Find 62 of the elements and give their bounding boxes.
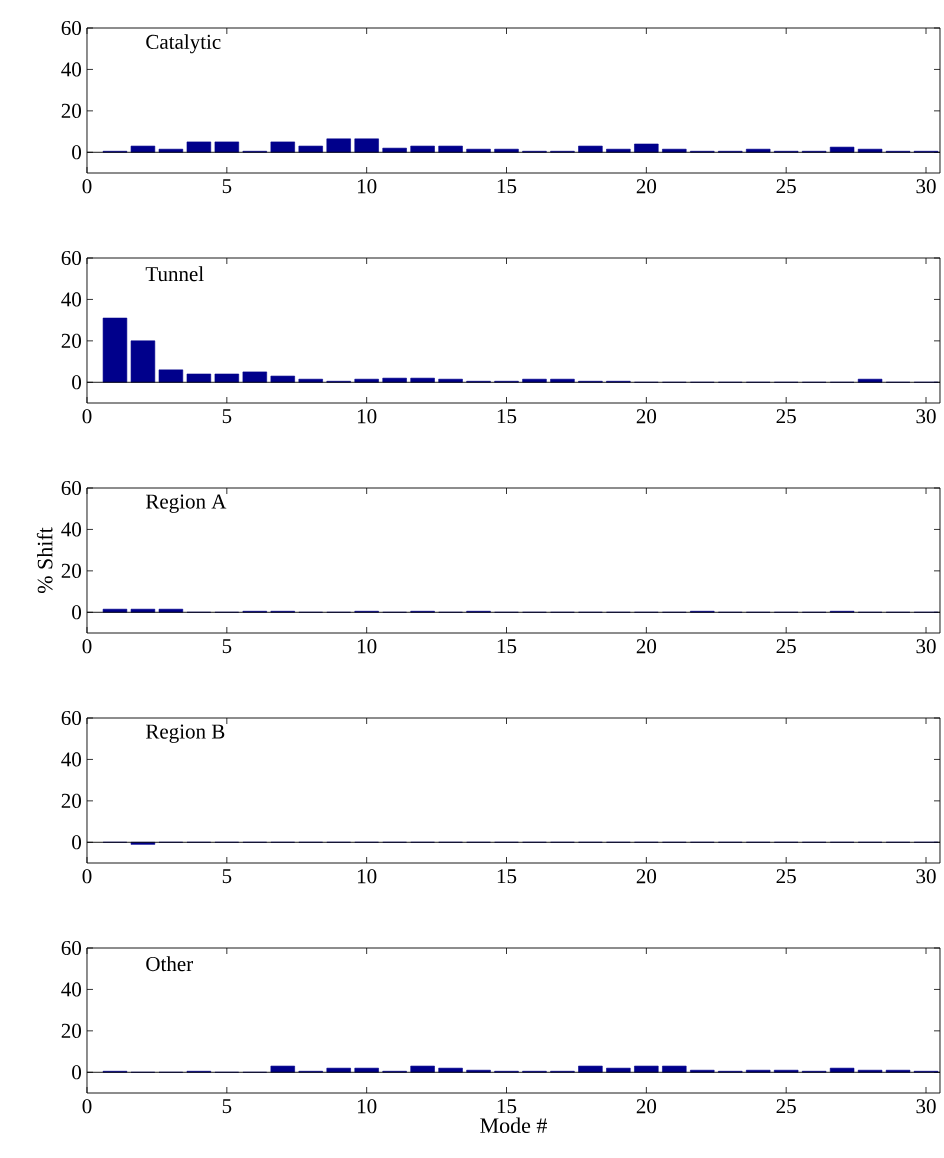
y-tick-label: 40 — [61, 62, 82, 77]
x-tick-label: 0 — [82, 179, 92, 194]
x-tick-label: 5 — [222, 639, 232, 654]
y-tick-label: 60 — [61, 710, 82, 726]
y-tick-label: 20 — [61, 793, 82, 808]
y-tick-label: 20 — [61, 1023, 82, 1038]
x-tick-label: 5 — [222, 409, 232, 424]
chart-title: Tunnel — [145, 266, 204, 282]
y-tick-label: 60 — [61, 250, 82, 266]
x-tick-label: 10 — [358, 869, 377, 884]
y-tick-label: 20 — [61, 103, 82, 118]
chart-title: Region A — [145, 494, 227, 513]
x-tick-label: 0 — [82, 869, 92, 884]
y-tick-label: 0 — [72, 835, 82, 850]
x-tick-label: 30 — [916, 409, 936, 424]
y-tick-label: 40 — [61, 292, 82, 307]
x-tick-label: 15 — [497, 1099, 517, 1114]
x-tick-label: 30 — [916, 179, 936, 194]
x-tick-label: 15 — [497, 409, 517, 424]
y-tick-label: 20 — [61, 563, 82, 578]
y-tick-label: 40 — [61, 752, 82, 767]
y-tick-label: 0 — [72, 1065, 82, 1080]
y-tick-label: 20 — [61, 333, 82, 348]
x-tick-label: 0 — [82, 639, 92, 654]
x-tick-label: 10 — [358, 179, 377, 194]
chart-title: Region B — [145, 724, 225, 743]
x-tick-label: 5 — [222, 1099, 232, 1114]
x-tick-label: 20 — [636, 1099, 657, 1114]
y-tick-label: 60 — [61, 480, 82, 496]
x-tick-label: 15 — [497, 179, 517, 194]
x-tick-label: 20 — [636, 409, 657, 424]
y-tick-label: 0 — [72, 375, 82, 390]
x-tick-label: 0 — [82, 1099, 92, 1114]
y-tick-label: 0 — [72, 605, 82, 620]
x-tick-label: 10 — [358, 1099, 377, 1114]
chart-title: Catalytic — [146, 34, 221, 54]
x-tick-label: 25 — [776, 869, 796, 884]
x-tick-label: 20 — [636, 179, 657, 194]
x-tick-label: 25 — [776, 409, 796, 424]
x-tick-label: 5 — [222, 869, 232, 884]
x-tick-label: 20 — [636, 869, 657, 884]
x-tick-label: 0 — [82, 409, 92, 424]
x-tick-label: 10 — [358, 639, 377, 654]
x-axis-title: Mode # — [480, 1117, 548, 1134]
x-tick-label: 15 — [497, 639, 517, 654]
y-tick-label: 40 — [61, 522, 82, 537]
x-tick-label: 30 — [916, 869, 936, 884]
x-tick-label: 20 — [636, 639, 657, 654]
x-tick-label: 25 — [776, 1099, 796, 1114]
x-tick-label: 15 — [497, 869, 517, 884]
y-tick-label: 40 — [61, 982, 82, 997]
x-tick-label: 5 — [222, 179, 232, 194]
x-tick-label: 25 — [776, 639, 796, 654]
x-tick-label: 30 — [916, 1099, 936, 1114]
y-tick-label: 60 — [61, 20, 82, 36]
x-tick-label: 30 — [916, 639, 936, 654]
y-tick-label: 60 — [61, 940, 82, 956]
x-tick-label: 10 — [358, 409, 377, 424]
x-tick-label: 25 — [776, 179, 796, 194]
chart-title: Other — [146, 956, 194, 972]
y-axis-title: % Shift — [36, 527, 53, 594]
y-tick-label: 0 — [72, 145, 82, 160]
